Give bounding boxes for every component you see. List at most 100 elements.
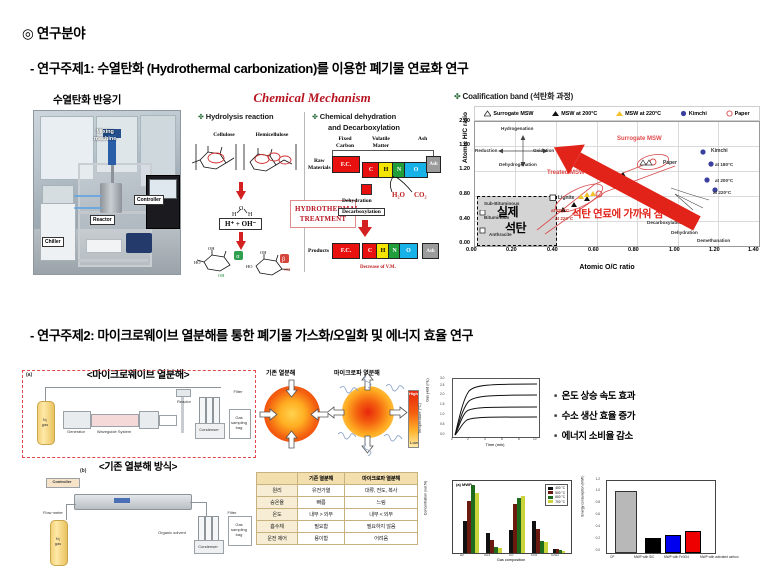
cell-conventional: 필요함	[296, 520, 346, 533]
figure-tag-b: (b)	[80, 468, 87, 474]
line-chart-y-label: Gas yield (mL)	[425, 378, 430, 402]
hemicellulose-caption: Hemicellulose	[255, 132, 289, 138]
label-chiller: Chiller	[42, 237, 64, 247]
window-pane	[40, 116, 94, 180]
y-tick: 0.40	[459, 216, 470, 222]
annotation-temp-180: at 180°C	[715, 162, 734, 167]
x-tick: 1.20	[709, 247, 720, 253]
line-x-tick: 6	[501, 437, 503, 441]
ash-caption: Ash	[418, 136, 428, 142]
controller-box	[46, 478, 80, 488]
table-header-conventional: 기존 열분해	[296, 472, 346, 485]
x-tick: 1.00	[669, 247, 680, 253]
energy-y-tick: 0.4	[595, 524, 600, 528]
gas-release-arrows	[390, 175, 413, 193]
transform-arrow-stem	[362, 220, 368, 228]
topic1-heading: - 연구주제1: 수열탄화 (Hydrothermal carbonizatio…	[30, 61, 469, 76]
condenser-bath	[195, 423, 225, 439]
water-molecule: H H O	[232, 206, 253, 218]
annotation-treated-msw: Treated MSW	[547, 170, 585, 176]
x-tick: 1.40	[748, 247, 759, 253]
annotation-sub-bituminous: Sub-Bituminous	[484, 201, 520, 206]
bar	[490, 540, 494, 553]
legend-swatch	[548, 491, 554, 495]
reaction-arrow-stem	[239, 232, 243, 242]
bar	[536, 529, 540, 553]
dehydration-label: Dehydration	[342, 198, 372, 204]
bar	[544, 542, 548, 553]
storage-tote	[126, 233, 152, 253]
waveguide-system	[91, 414, 139, 427]
bar-chart-plot: (a) MWP 400 °C 500 °C 600 °C 700 °C	[452, 480, 572, 554]
line-x-tick: 4	[484, 437, 486, 441]
feed-line	[66, 504, 76, 505]
nitrogen-cylinder	[50, 520, 68, 566]
chemical-mechanism-panel: Chemical Mechanism ✤ Hydrolysis reaction…	[186, 88, 441, 278]
legend-item-700: 700 °C	[548, 500, 565, 505]
svg-text:O: O	[239, 206, 244, 212]
bullet-marker-icon: ✤	[454, 92, 461, 101]
cart-shelf	[78, 259, 148, 262]
bar-chart-y-label: Concentration (vol.%)	[423, 480, 428, 516]
bar	[494, 547, 498, 553]
y-tick: 1.20	[459, 166, 470, 172]
step-marker	[361, 184, 372, 195]
block-o-product: O	[399, 243, 418, 259]
coalification-chart: ✤ Coalification band (석탄화 과정) Surrogate …	[452, 88, 762, 280]
coolant-tube	[74, 195, 102, 197]
conventional-pyrolysis-diagram: (b) Controller N₂ gas Flow meter Condense…	[22, 468, 254, 566]
line-x-tick: 0	[451, 437, 453, 441]
gas-line	[45, 387, 221, 388]
gridline	[718, 122, 719, 246]
table-row: 운전 제어 용이함 어려움	[256, 532, 418, 545]
hydrothermal-treatment-box: HYDROTHERMAL TREATMENT	[290, 200, 359, 228]
energy-chart-y-label: Energy consumption (kWh)	[580, 475, 585, 517]
reactor-column	[181, 393, 184, 433]
label-filter: Filter	[227, 510, 237, 515]
mixer-rod	[111, 165, 114, 189]
triangle-filled-icon	[616, 111, 624, 116]
reaction-arrow-stem	[239, 182, 243, 192]
gridline	[475, 196, 759, 197]
ion-box: H⁺ + OH⁻	[219, 218, 263, 230]
gas-composition-bar-chart: Concentration (vol.%) (a) MWP 400 °C 500…	[423, 472, 578, 572]
table-header-microwave: 마이크로파 열분해	[344, 472, 418, 485]
annotation-demethanation: Demethanation	[697, 238, 731, 243]
label-reactor: Reactor	[90, 215, 115, 225]
sample-boat	[114, 498, 130, 503]
glucose-products: OH HO OH α OH HO OH β	[194, 246, 291, 278]
bar-category-label: CH4	[484, 553, 491, 557]
microwave-pyrolysis-diagram: (a) N₂ gas Generator Waveguide System Rea…	[22, 370, 256, 458]
co2-label: CO₂	[414, 191, 427, 199]
colorbar-low-label: Low	[410, 440, 418, 445]
line-y-tick: 2.5	[440, 383, 445, 387]
annotation-temp-220: at 220°C	[713, 190, 732, 195]
condenser-bath	[194, 540, 224, 554]
temperature-colorbar	[408, 390, 419, 448]
y-tick: 0.80	[459, 191, 470, 197]
annotation-temp-200: at 200°C	[715, 178, 734, 183]
label-flow-meter: Flow meter	[43, 510, 63, 515]
bullet-energy-consumption: 에너지 소비율 감소	[554, 428, 634, 442]
row-label: 흡수체	[256, 520, 298, 533]
line-y-tick: 2.0	[440, 392, 445, 396]
line-x-tick: 2	[467, 437, 469, 441]
lignite-marker	[549, 194, 556, 201]
gridline	[475, 146, 759, 147]
bar	[521, 496, 525, 553]
reaction-arrow-head	[236, 191, 246, 200]
panel-divider	[304, 112, 305, 272]
svg-text:β: β	[282, 257, 285, 263]
label-condenser: Condenser	[198, 544, 218, 549]
bar	[517, 498, 521, 553]
gridline	[678, 122, 679, 246]
bar-sic	[645, 538, 661, 553]
line-y-tick: 1.5	[440, 402, 445, 406]
products-caption: Products	[308, 248, 329, 254]
line-x-tick: 8	[518, 437, 520, 441]
bar-cp	[615, 491, 637, 553]
conventional-pyrolysis-title: <기존 열분해 방식>	[98, 462, 178, 473]
legend-item-surrogate-msw: Surrogate MSW	[484, 110, 534, 117]
cell-microwave: 어려움	[344, 532, 418, 545]
line-chart-curves	[454, 383, 538, 436]
